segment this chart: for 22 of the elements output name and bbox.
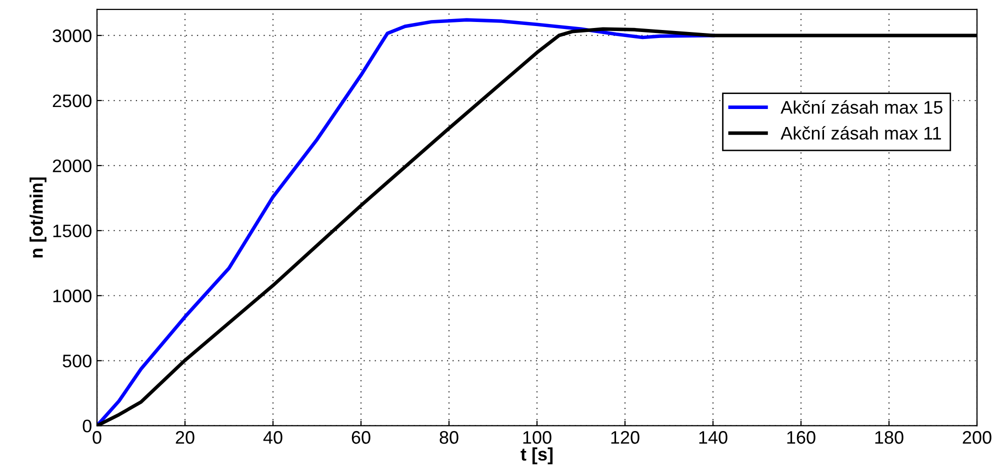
x-tick-label: 120 — [611, 431, 640, 444]
x-tick-label: 40 — [263, 431, 282, 444]
x-tick-label: 60 — [352, 431, 370, 444]
x-tick-label: 0 — [92, 431, 102, 444]
y-tick-label: 0 — [82, 420, 92, 432]
x-tick-label: 160 — [787, 431, 816, 444]
y-axis-title: n [ot/min] — [30, 177, 46, 258]
legend-label: Akční zásah max 15 — [780, 100, 942, 114]
legend-label: Akční zásah max 11 — [780, 126, 941, 140]
y-tick-label: 1000 — [53, 290, 92, 302]
y-tick-label: 3000 — [52, 29, 92, 42]
y-tick-label: 2000 — [52, 159, 92, 172]
y-tick-label: 2500 — [52, 94, 92, 108]
x-tick-label: 200 — [962, 431, 992, 444]
x-tick-label: 20 — [176, 431, 194, 444]
x-tick-label: 140 — [699, 431, 728, 444]
x-tick-label: 180 — [875, 431, 904, 444]
x-tick-label: 80 — [440, 431, 458, 444]
x-axis-title: t [s] — [520, 447, 553, 464]
y-tick-label: 1500 — [53, 224, 92, 238]
y-tick-label: 500 — [62, 354, 92, 368]
x-tick-label: 100 — [523, 431, 552, 444]
